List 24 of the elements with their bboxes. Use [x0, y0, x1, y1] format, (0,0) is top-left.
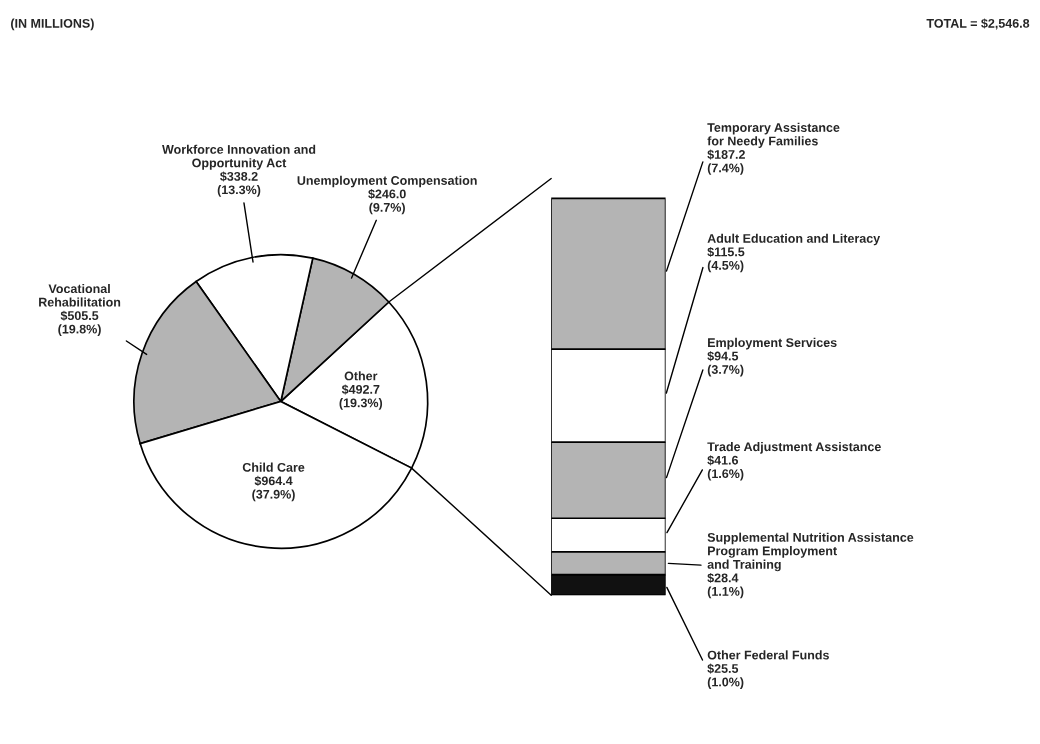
slice-label: Other	[344, 371, 378, 381]
data-label: $187.2 (7.4%)	[707, 149, 745, 175]
data-label: $505.5 (19.8%)	[58, 310, 101, 336]
text: Other Federal Funds	[707, 650, 829, 660]
data-label: $964.4 (37.9%)	[252, 475, 295, 502]
text: Adult Education and Literacy	[707, 233, 881, 246]
text: (IN MILLIONS)	[11, 18, 94, 31]
data-label: $492.7 (19.3%)	[339, 384, 383, 410]
data-label: $41.6 (1.6%)	[707, 455, 744, 481]
text: Employment Services	[708, 337, 837, 350]
text: Trade Adjustment Assistance	[707, 441, 881, 454]
slice-label: Unemployment Compensation	[297, 175, 477, 188]
data-label: $25.5 (1.0%)	[707, 663, 744, 689]
data-label: $28.4 (1.1%)	[707, 572, 744, 599]
data-label: $115.5 (4.5%)	[707, 246, 745, 273]
slice-label: Child Care	[242, 462, 305, 472]
data-label: $94.5 (3.7%)	[707, 351, 744, 377]
data-label: $338.2 (13.3%)	[217, 171, 261, 197]
data-label: $246.0 (9.7%)	[368, 188, 406, 215]
slice-label: Workforce Innovation and Opportunity Act	[162, 144, 316, 170]
text: TOTAL = $2,546.8	[926, 18, 1030, 30]
text: Temporary Assistance for Needy Families	[707, 122, 840, 148]
slice-label: Vocational Rehabilitation	[39, 283, 121, 307]
text: Supplemental Nutrition Assistance Program Employment and Training	[707, 532, 914, 572]
